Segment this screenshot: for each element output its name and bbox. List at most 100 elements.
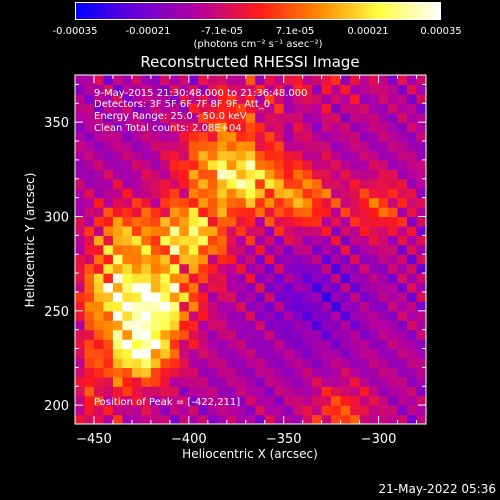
heatmap-cell — [302, 131, 313, 142]
heatmap-cell — [160, 141, 171, 152]
heatmap-cell — [407, 131, 418, 142]
heatmap-cell — [112, 254, 124, 265]
heatmap-cell — [378, 150, 389, 161]
heatmap-cell — [264, 178, 275, 189]
heatmap-cell — [416, 75, 426, 86]
heatmap-cell — [274, 197, 285, 208]
heatmap-cell — [302, 301, 313, 312]
heatmap-cell — [340, 376, 351, 387]
heatmap-cell — [302, 273, 313, 284]
heatmap-cell — [217, 320, 228, 331]
heatmap-cell — [340, 84, 351, 95]
heatmap-cell — [293, 188, 304, 199]
heatmap-cell — [416, 188, 426, 199]
heatmap-cell — [150, 207, 161, 218]
heatmap-cell — [264, 376, 275, 387]
heatmap-cell — [93, 75, 105, 86]
heatmap-cell — [378, 376, 389, 387]
heatmap-cell — [93, 159, 105, 170]
heatmap-cell — [331, 405, 342, 416]
heatmap-cell — [93, 282, 105, 293]
heatmap-cell — [122, 339, 133, 350]
heatmap-cell — [188, 93, 199, 104]
heatmap-cell — [397, 376, 408, 387]
heatmap-cell — [255, 244, 266, 255]
heatmap-cell — [407, 207, 418, 218]
heatmap-cell — [293, 357, 304, 368]
heatmap-cell — [160, 150, 171, 161]
heatmap-cell — [150, 254, 161, 265]
heatmap-cell — [378, 103, 389, 114]
heatmap-cell — [75, 414, 86, 424]
heatmap-cell — [141, 178, 152, 189]
heatmap-cell — [340, 159, 351, 170]
heatmap-cell — [293, 159, 304, 170]
heatmap-cell — [131, 225, 143, 236]
heatmap-cell — [188, 414, 199, 424]
heatmap-cell — [245, 405, 256, 416]
heatmap-cell — [293, 103, 304, 114]
heatmap-cell — [264, 395, 275, 406]
heatmap-cell — [93, 112, 105, 123]
x-tick-label: −300 — [361, 432, 397, 447]
heatmap-cell — [416, 310, 426, 321]
heatmap-cell — [312, 291, 323, 302]
heatmap-cell — [75, 386, 86, 397]
heatmap-cell — [150, 291, 161, 302]
heatmap-cell — [141, 301, 152, 312]
heatmap-cell — [160, 395, 171, 406]
heatmap-cell — [359, 357, 370, 368]
heatmap-cell — [179, 386, 190, 397]
heatmap-cell — [131, 329, 143, 340]
heatmap-cell — [198, 112, 209, 123]
heatmap-cell — [207, 310, 218, 321]
heatmap-cell — [141, 273, 152, 284]
heatmap-cell — [340, 216, 351, 227]
heatmap-cell — [407, 169, 418, 180]
heatmap-cell — [93, 207, 105, 218]
heatmap-cell — [131, 93, 143, 104]
heatmap-cell — [226, 93, 237, 104]
heatmap-cell — [255, 235, 266, 246]
heatmap-cell — [293, 122, 304, 133]
heatmap-cell — [416, 395, 426, 406]
heatmap-cell — [388, 367, 399, 378]
heatmap-cell — [236, 207, 247, 218]
heatmap-cell — [150, 320, 161, 331]
heatmap-cell — [122, 207, 133, 218]
heatmap-cell — [255, 301, 266, 312]
heatmap-cell — [293, 235, 304, 246]
heatmap-cell — [378, 291, 389, 302]
heatmap-cell — [131, 310, 143, 321]
heatmap-cell — [407, 310, 418, 321]
heatmap-cell — [122, 197, 133, 208]
heatmap-cell — [93, 329, 105, 340]
heatmap-cell — [302, 216, 313, 227]
heatmap-cell — [321, 414, 332, 424]
heatmap-cell — [255, 188, 266, 199]
heatmap-cell — [378, 348, 389, 359]
heatmap-cell — [283, 282, 294, 293]
heatmap-cell — [264, 216, 275, 227]
heatmap-cell — [340, 235, 351, 246]
heatmap-cell — [321, 216, 332, 227]
heatmap-cell — [369, 367, 380, 378]
heatmap-cell — [150, 273, 161, 284]
heatmap-cell — [369, 348, 380, 359]
heatmap-cell — [188, 282, 199, 293]
heatmap-cell — [236, 339, 247, 350]
heatmap-cell — [293, 320, 304, 331]
heatmap-cell — [169, 414, 180, 424]
heatmap-cell — [112, 367, 124, 378]
heatmap-cell — [302, 188, 313, 199]
heatmap-cell — [160, 339, 171, 350]
plot-frame — [74, 74, 427, 425]
heatmap-cell — [141, 93, 152, 104]
heatmap-cell — [388, 329, 399, 340]
heatmap-cell — [407, 301, 418, 312]
heatmap-cell — [84, 339, 95, 350]
heatmap-cell — [84, 254, 95, 265]
heatmap-cell — [103, 310, 114, 321]
heatmap-cell — [245, 159, 256, 170]
heatmap-cell — [378, 84, 389, 95]
